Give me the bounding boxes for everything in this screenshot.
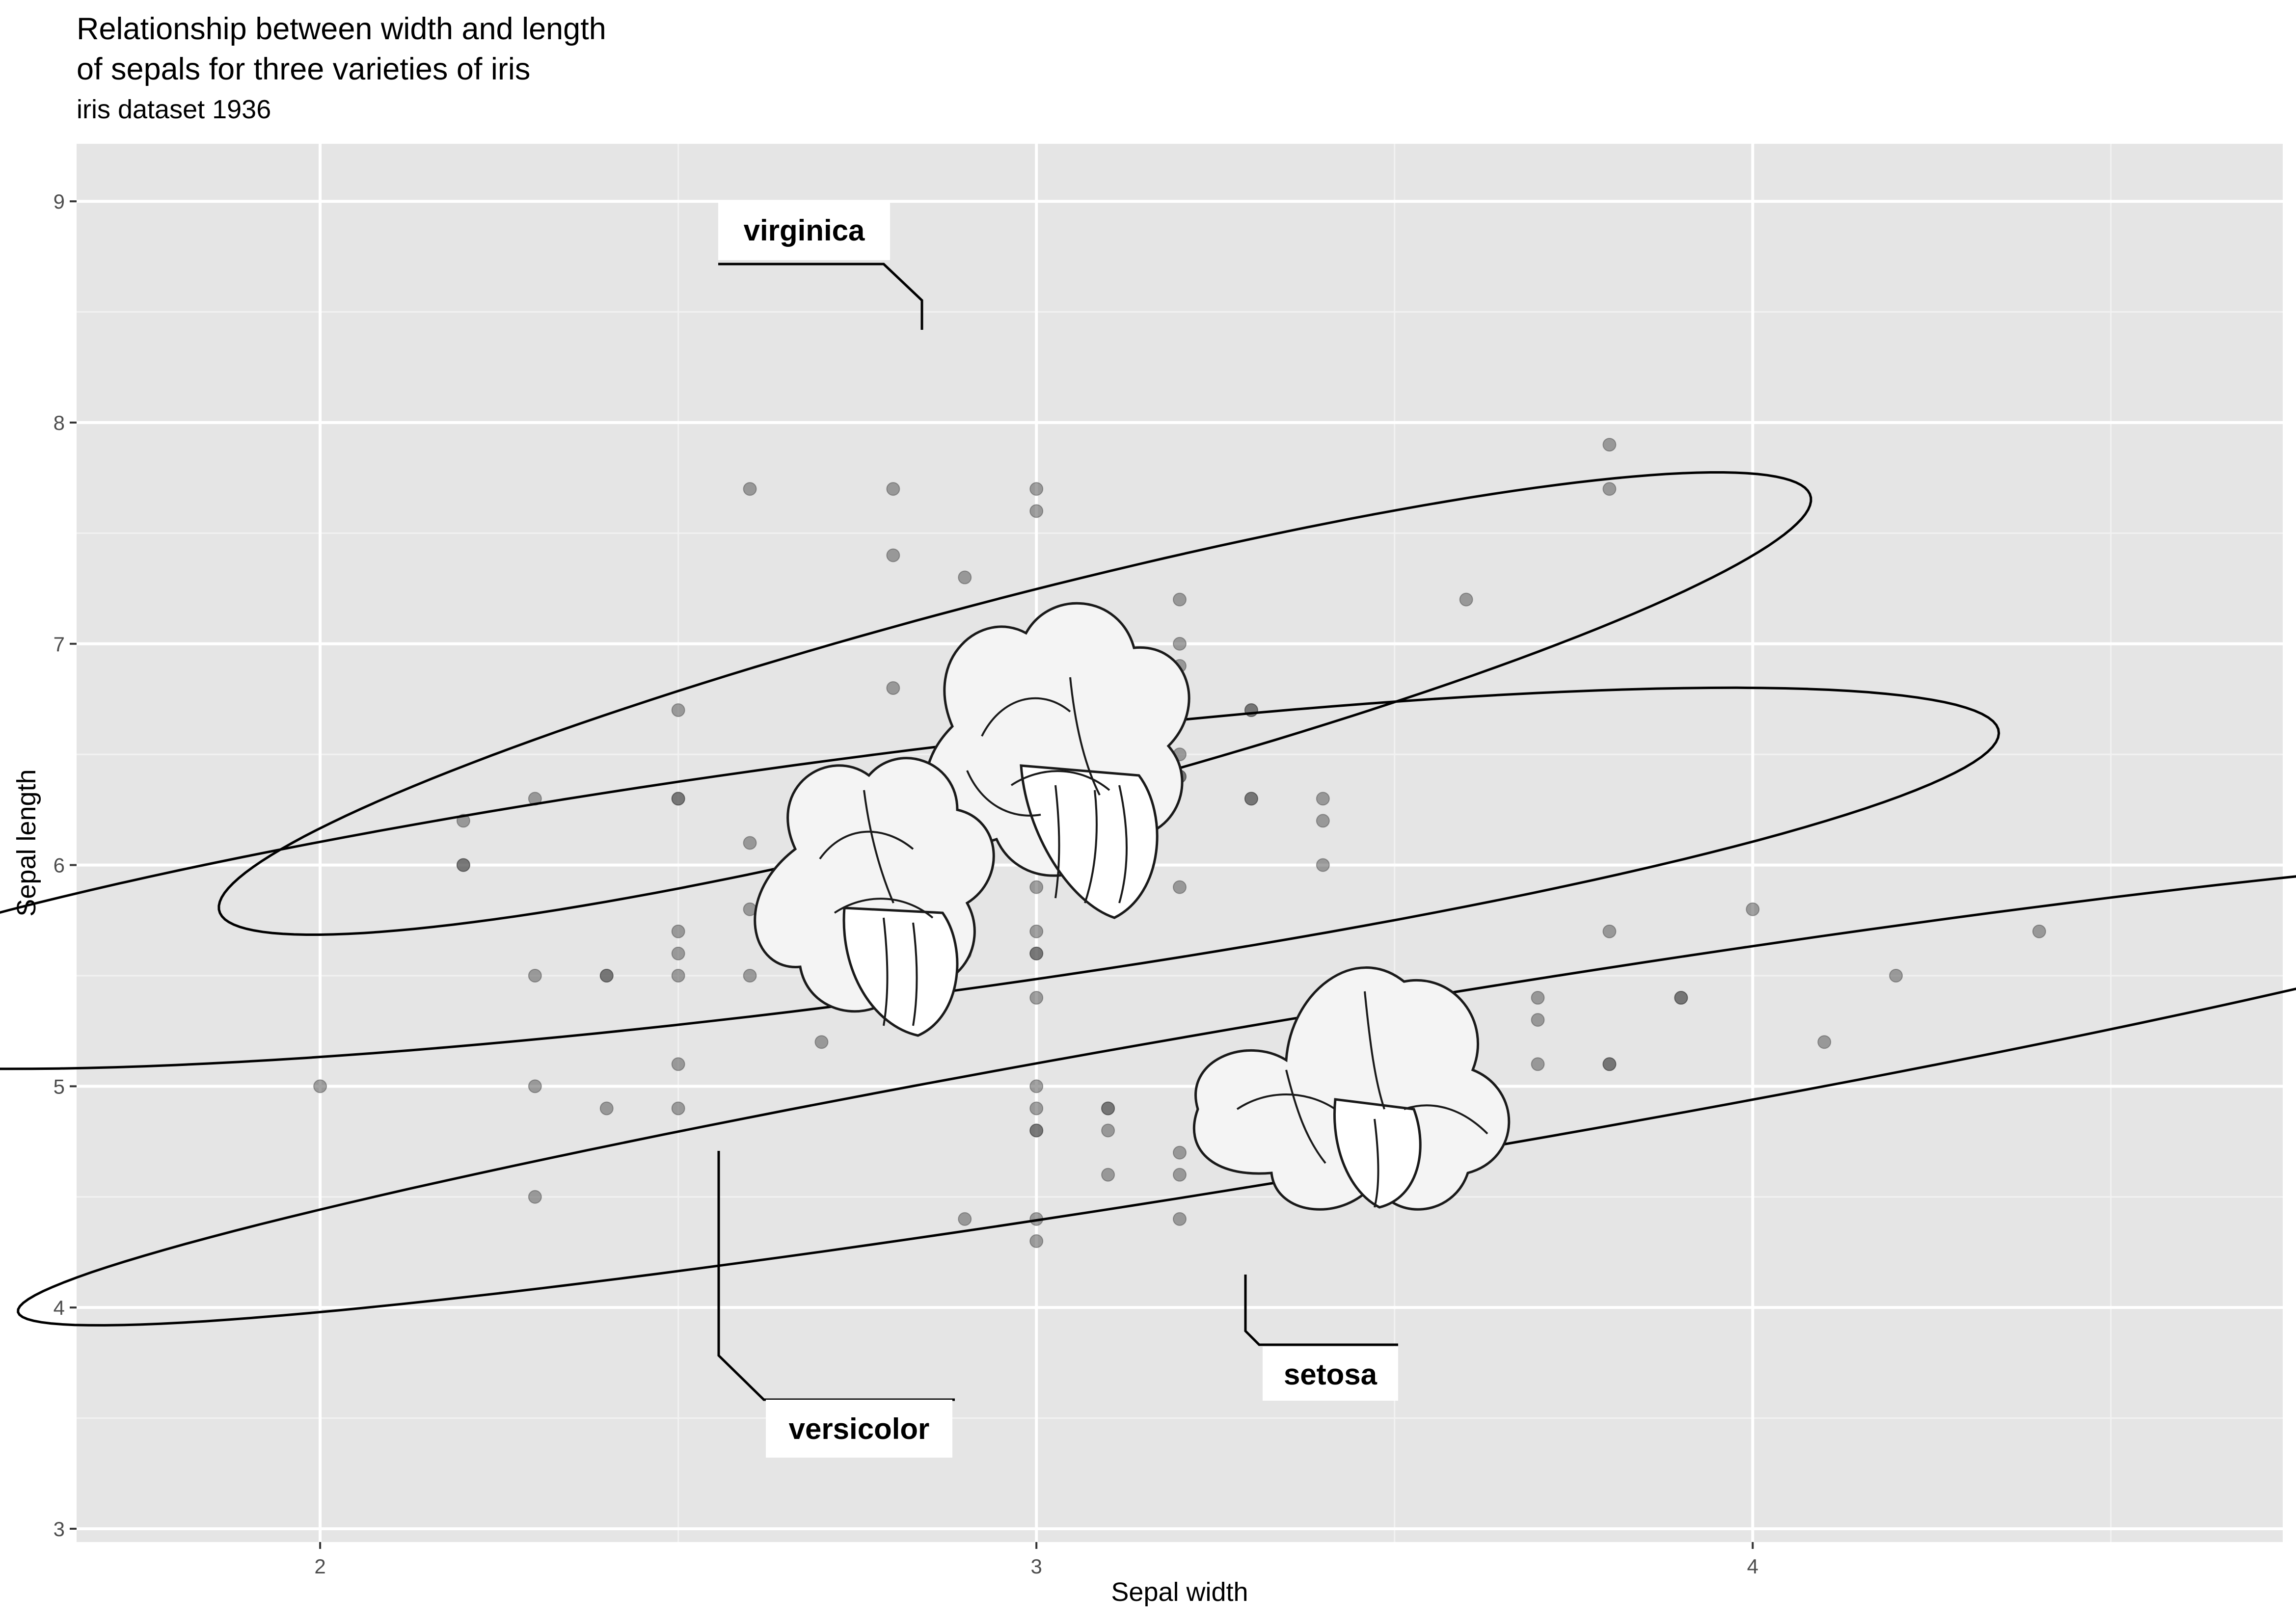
y-tick-label: 7 [54, 633, 65, 656]
data-point [1602, 924, 1617, 938]
y-axis-ticks: 3 4 5 6 7 8 9 [54, 190, 77, 1541]
y-tick-label: 3 [54, 1517, 65, 1541]
data-point [1531, 1013, 1545, 1027]
data-point [1173, 592, 1187, 607]
data-point [1101, 1168, 1115, 1182]
y-tick-label: 5 [54, 1075, 65, 1098]
iris-flower-illustration-upper [924, 602, 1190, 919]
data-point [1173, 637, 1187, 651]
data-point [671, 946, 685, 960]
confidence-ellipses [0, 471, 2296, 1327]
data-point [1459, 592, 1473, 607]
annotation-leader-setosa [1244, 1275, 1398, 1346]
data-point [886, 482, 900, 496]
y-tick-label: 8 [54, 411, 65, 434]
data-point [1101, 1123, 1115, 1138]
data-point [599, 1101, 614, 1116]
data-point [671, 968, 685, 983]
data-point [1244, 792, 1258, 806]
data-point [1602, 482, 1617, 496]
data-point [1889, 968, 1903, 983]
data-point [671, 924, 685, 938]
y-tick-label: 4 [54, 1296, 65, 1319]
data-point [743, 968, 757, 983]
chart-title: Relationship between width and length of… [77, 9, 606, 89]
data-point [671, 703, 685, 718]
data-point [743, 482, 757, 496]
data-point [1817, 1035, 1832, 1049]
data-point [1173, 880, 1187, 894]
data-point [1029, 1101, 1044, 1116]
chart-title-line-2: of sepals for three varieties of iris [77, 52, 531, 86]
data-point [1316, 858, 1330, 872]
data-point [1602, 438, 1617, 452]
data-point [1173, 1145, 1187, 1160]
data-point [1531, 991, 1545, 1005]
x-tick-label: 4 [1747, 1555, 1758, 1578]
iris-illustrations [754, 602, 1511, 1211]
data-point [671, 792, 685, 806]
data-point [1316, 814, 1330, 828]
x-axis-ticks: 2 3 4 [314, 1542, 1758, 1578]
annotation-box-setosa [1263, 1347, 1398, 1401]
data-point [528, 968, 542, 983]
data-point [1029, 880, 1044, 894]
annotation-label-versicolor: versicolor [789, 1412, 930, 1445]
data-point [671, 1101, 685, 1116]
data-point [814, 1035, 829, 1049]
x-axis-title: Sepal width [1111, 1577, 1248, 1607]
x-tick-label: 2 [314, 1555, 325, 1578]
species-annotations: virginica versicolor setosa [717, 202, 1398, 1458]
data-point [456, 858, 470, 872]
ellipse-virginica [217, 471, 1812, 936]
data-point [1101, 1101, 1115, 1116]
data-point [528, 1079, 542, 1093]
data-point [1029, 1123, 1044, 1138]
data-point [1029, 1234, 1044, 1248]
data-point [1029, 991, 1044, 1005]
data-point [958, 1212, 972, 1226]
y-tick-label: 9 [54, 190, 65, 213]
data-point [1029, 482, 1044, 496]
annotation-leader-virginica [718, 263, 923, 330]
annotation-box-versicolor [766, 1400, 952, 1458]
ellipse-versicolor [0, 686, 2000, 1070]
data-point [528, 1190, 542, 1204]
x-tick-label: 3 [1031, 1555, 1042, 1578]
data-point [958, 570, 972, 585]
data-point [671, 1057, 685, 1071]
plot-panel [77, 144, 2283, 1542]
data-point [1029, 1079, 1044, 1093]
data-point [886, 681, 900, 695]
chart-title-line-1: Relationship between width and length [77, 12, 606, 46]
data-point [743, 836, 757, 850]
data-point [1029, 924, 1044, 938]
annotation-label-setosa: setosa [1284, 1358, 1378, 1391]
data-point [1746, 902, 1760, 916]
data-point [2032, 924, 2046, 938]
data-point [1173, 1212, 1187, 1226]
data-point [1602, 1057, 1617, 1071]
data-point [1029, 946, 1044, 960]
major-gridlines [77, 144, 2283, 1542]
data-point [1674, 991, 1688, 1005]
ellipse-setosa [17, 875, 2296, 1327]
data-point [599, 968, 614, 983]
iris-flower-illustration-left [754, 757, 995, 1037]
y-tick-label: 6 [54, 854, 65, 877]
data-point [313, 1079, 327, 1093]
annotation-label-virginica: virginica [744, 214, 865, 247]
data-point [1173, 1168, 1187, 1182]
data-point [1316, 792, 1330, 806]
y-axis-title: Sepal length [12, 769, 41, 916]
annotation-box-virginica [718, 202, 890, 260]
data-point [886, 548, 900, 562]
data-point [1029, 504, 1044, 518]
data-point [1531, 1057, 1545, 1071]
chart-subtitle: iris dataset 1936 [77, 95, 271, 124]
iris-flower-illustration-lower [1192, 966, 1511, 1211]
